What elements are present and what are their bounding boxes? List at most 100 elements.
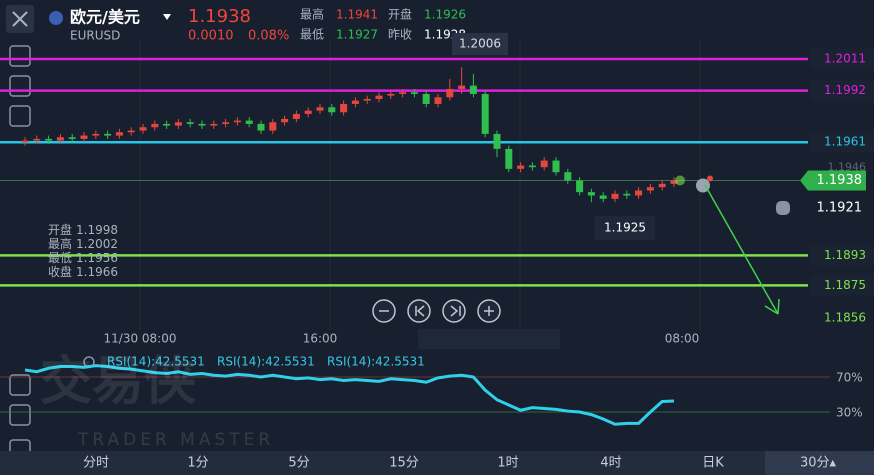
pair-code: EURUSD xyxy=(70,29,120,43)
tool-button[interactable] xyxy=(9,374,31,396)
ohlc-value: 1.2002 xyxy=(76,237,118,251)
candle-body xyxy=(163,123,171,126)
ohlc-value: 1.1966 xyxy=(76,265,118,279)
candle-body xyxy=(56,137,64,141)
alert-dot xyxy=(707,175,713,182)
candle-body xyxy=(151,123,159,128)
period-tab[interactable]: 1分 xyxy=(187,456,208,471)
low-marker-box xyxy=(595,216,655,240)
period-tab[interactable]: 1时 xyxy=(497,456,518,471)
current-price-tag xyxy=(800,170,866,191)
candle-body xyxy=(328,107,336,113)
watermark-english: TRADER MASTER xyxy=(77,430,274,450)
tab-bar xyxy=(0,451,874,475)
low-marker: 1.1925 xyxy=(604,221,646,235)
period-tab[interactable]: 5分 xyxy=(288,456,309,471)
rsi-label: RSI(14):42.5531 xyxy=(107,355,205,369)
candle-body xyxy=(210,123,218,126)
stat-label: 最低 xyxy=(300,28,324,42)
pair-name[interactable]: 欧元/美元 xyxy=(70,8,140,27)
tool-button[interactable] xyxy=(9,404,31,426)
ohlc-info: 最低 1.1956 xyxy=(48,251,118,265)
price-level-tag xyxy=(810,275,874,296)
current-price-label: 1.1938 xyxy=(817,173,863,188)
trend-arrow xyxy=(704,184,780,315)
ohlc-info: 收盘 1.1966 xyxy=(48,264,118,279)
watermark: 交易侠 xyxy=(40,352,196,412)
period-tab[interactable]: 日K xyxy=(702,456,724,471)
price-level-label: 1.1961 xyxy=(824,135,866,149)
change: 0.0010 xyxy=(188,29,234,44)
stat-value: 1.1927 xyxy=(336,28,378,42)
stat-label: 最高 xyxy=(300,7,324,22)
crosshair-time-box xyxy=(418,329,560,349)
candle-body xyxy=(670,180,678,184)
candle-body xyxy=(434,97,442,104)
period-tab[interactable]: 15分 xyxy=(389,456,419,471)
candle-body xyxy=(245,120,253,124)
candle-body xyxy=(576,180,584,193)
ohlc-label: 最高 xyxy=(48,236,72,251)
period-tab[interactable]: 30分▴ xyxy=(800,456,837,471)
tab-active xyxy=(765,451,874,475)
stat-value: 1.1941 xyxy=(336,8,378,22)
candle-body xyxy=(375,95,383,99)
candle-body xyxy=(517,165,525,169)
candle-body xyxy=(257,123,265,131)
candle-body xyxy=(104,133,112,136)
candle-body xyxy=(505,148,513,169)
stat-label: 开盘 xyxy=(388,7,412,22)
candle-body xyxy=(92,133,100,136)
candle-body xyxy=(552,160,560,173)
candle-body xyxy=(587,192,595,196)
close-button[interactable] xyxy=(6,5,34,33)
price-level-label: 1.1893 xyxy=(824,248,866,262)
price: 1.1938 xyxy=(188,6,251,27)
candle-body xyxy=(635,190,643,196)
faint-level-label: 1.1946 xyxy=(828,161,867,174)
tool-button[interactable] xyxy=(9,105,31,127)
candle-body xyxy=(115,132,123,136)
candle-body xyxy=(469,85,477,94)
candle-body xyxy=(198,123,206,126)
candle-body xyxy=(174,122,182,126)
candle-body xyxy=(222,122,230,124)
candle-body xyxy=(186,122,194,124)
ohlc-value: 1.1956 xyxy=(76,251,118,265)
candle-body xyxy=(292,113,300,119)
candle-body xyxy=(623,193,631,196)
candle-body xyxy=(33,138,41,141)
candle-body xyxy=(316,107,324,111)
period-tab[interactable]: 分时 xyxy=(83,456,109,471)
candle-body xyxy=(304,110,312,114)
dropdown-caret[interactable] xyxy=(163,14,171,20)
candle-body xyxy=(68,137,76,139)
candle-body xyxy=(481,93,489,134)
rsi-label: RSI(14):42.5531 xyxy=(217,355,315,369)
ohlc-label: 开盘 xyxy=(48,222,72,237)
candle-body xyxy=(399,92,407,94)
tool-button[interactable] xyxy=(9,45,31,67)
candle-body xyxy=(269,122,277,131)
candle-body xyxy=(493,133,501,149)
alert-label: 1.1921 xyxy=(817,201,863,216)
price-level-tag xyxy=(810,49,874,69)
candle-body xyxy=(658,183,666,188)
period-tab[interactable]: 4时 xyxy=(600,456,621,471)
candle-body xyxy=(540,160,548,168)
rsi-level-label: 70% xyxy=(836,371,863,385)
price-level-label: 1.1992 xyxy=(824,83,866,97)
candle-body xyxy=(21,140,29,143)
time-label: 16:00 xyxy=(303,332,338,346)
candle-body xyxy=(351,100,359,104)
candle-body xyxy=(363,98,371,101)
alert-bell[interactable] xyxy=(776,201,790,215)
high-marker: 1.2006 xyxy=(459,37,501,51)
tool-button[interactable] xyxy=(9,75,31,97)
time-label: 08:00 xyxy=(665,332,700,346)
price-level-tag xyxy=(810,245,874,266)
ohlc-label: 最低 xyxy=(48,251,72,265)
toolbar xyxy=(9,45,31,461)
